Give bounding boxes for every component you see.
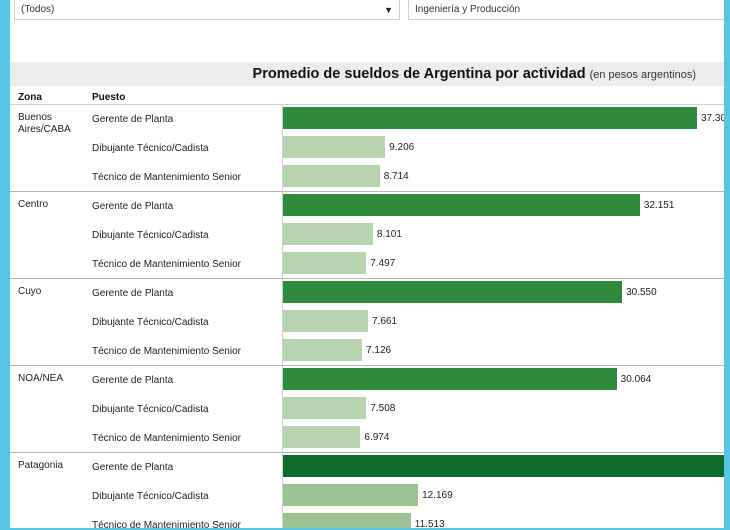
job-label: Dibujante Técnico/Cadista [92, 404, 209, 415]
job-label: Técnico de Mantenimiento Senior [92, 172, 241, 183]
job-label: Técnico de Mantenimiento Senior [92, 433, 241, 444]
job-label: Dibujante Técnico/Cadista [92, 143, 209, 154]
job-label: Gerente de Planta [92, 375, 174, 386]
chart-title-text: Promedio de sueldos de Argentina por act… [252, 66, 586, 82]
value-label: 30.064 [620, 374, 652, 385]
dashboard-frame: (Todos) ▼ Ingeniería y Producción Promed… [10, 0, 724, 528]
bar[interactable] [283, 194, 640, 216]
bar[interactable] [283, 165, 380, 187]
zone-separator [10, 191, 724, 192]
value-label: 9.206 [389, 142, 415, 153]
value-label: 6.974 [364, 432, 390, 443]
bar[interactable] [283, 107, 697, 129]
bar[interactable] [283, 310, 369, 332]
bar[interactable] [283, 455, 724, 477]
value-label: 7.497 [370, 258, 396, 269]
value-label: 7.661 [372, 316, 398, 327]
value-label: 7.508 [370, 403, 396, 414]
column-header-zona: Zona [18, 92, 42, 103]
bar[interactable] [283, 397, 367, 419]
value-label: 37.30 [701, 113, 724, 124]
bar[interactable] [283, 484, 419, 506]
job-label: Dibujante Técnico/Cadista [92, 317, 209, 328]
value-label: 11.513 [414, 519, 445, 528]
zona-filter-value: (Todos) [21, 4, 55, 15]
activity-filter-value: Ingeniería y Producción [415, 4, 521, 15]
value-label: 8.101 [376, 229, 402, 240]
zone-label: Buenos Aires/CABA [18, 112, 71, 135]
job-label: Gerente de Planta [92, 288, 174, 299]
column-header-puesto: Puesto [92, 92, 126, 103]
bar[interactable] [283, 426, 361, 448]
bar[interactable] [283, 513, 411, 528]
job-label: Técnico de Mantenimiento Senior [92, 259, 241, 270]
bar[interactable] [283, 368, 617, 390]
value-label: 8.714 [383, 171, 409, 182]
zone-label: Patagonia [18, 460, 64, 471]
bar[interactable] [283, 281, 623, 303]
job-label: Gerente de Planta [92, 114, 174, 125]
job-label: Dibujante Técnico/Cadista [92, 230, 209, 241]
bar[interactable] [283, 223, 373, 245]
plot-area-divider [282, 104, 283, 528]
job-label: Técnico de Mantenimiento Senior [92, 520, 241, 528]
job-label: Técnico de Mantenimiento Senior [92, 346, 241, 357]
job-label: Gerente de Planta [92, 462, 174, 473]
zone-label: Cuyo [18, 286, 42, 297]
chevron-down-icon[interactable]: ▼ [384, 5, 393, 15]
value-label: 30.550 [626, 287, 657, 298]
zone-separator [10, 452, 724, 453]
zone-label: Centro [18, 199, 49, 210]
value-label: 32.151 [643, 200, 675, 211]
header-divider [10, 104, 724, 105]
zone-label: NOA/NEA [18, 373, 64, 384]
activity-filter-dropdown[interactable]: Ingeniería y Producción [408, 0, 724, 20]
chart-subtitle: (en pesos argentinos) [589, 69, 696, 81]
zone-separator [10, 278, 724, 279]
zone-separator [10, 365, 724, 366]
job-label: Dibujante Técnico/Cadista [92, 491, 209, 502]
value-label: 7.126 [366, 345, 392, 356]
job-label: Gerente de Planta [92, 201, 174, 212]
chart-title: Promedio de sueldos de Argentina por act… [253, 62, 696, 87]
bar[interactable] [283, 136, 386, 158]
zona-filter-dropdown[interactable]: (Todos) ▼ [14, 0, 400, 20]
bar[interactable] [283, 339, 363, 361]
chart-title-bar: Promedio de sueldos de Argentina por act… [10, 62, 724, 86]
bar[interactable] [283, 252, 367, 274]
value-label: 12.169 [422, 490, 453, 501]
